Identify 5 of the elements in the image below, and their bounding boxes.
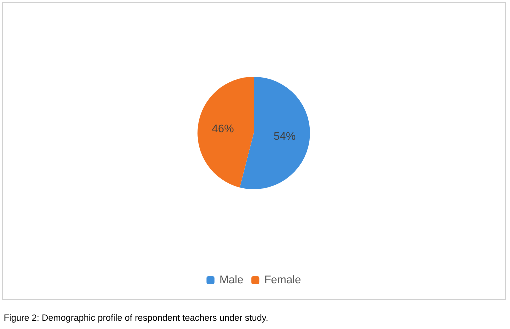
data-label: 46% xyxy=(212,123,234,136)
legend-label: Female xyxy=(264,274,302,286)
data-label: 54% xyxy=(274,131,296,144)
legend-label: Male xyxy=(220,274,244,286)
caption: Figure 2: Demographic profile of respondent teachers under study. xyxy=(4,313,268,323)
